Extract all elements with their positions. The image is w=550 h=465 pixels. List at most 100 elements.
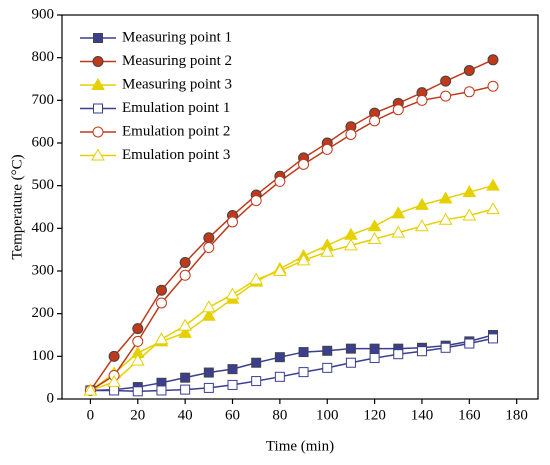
legend-label: Measuring point 2 <box>122 53 232 69</box>
data-point <box>156 385 167 396</box>
data-point <box>107 374 121 387</box>
data-point <box>109 385 120 396</box>
data-point <box>391 206 406 219</box>
data-point <box>298 158 310 170</box>
data-point <box>440 342 451 353</box>
data-point <box>296 253 311 266</box>
data-point <box>487 54 499 66</box>
data-point <box>391 225 406 238</box>
data-point <box>274 352 285 363</box>
data-point <box>298 367 309 378</box>
legend-marker <box>93 103 103 114</box>
data-point <box>203 367 214 378</box>
data-point <box>487 80 499 92</box>
legend-label: Emulation point 1 <box>122 100 230 116</box>
plot-frame <box>61 14 539 400</box>
legend-label: Emulation point 2 <box>122 123 230 139</box>
x-tick-label: 160 <box>458 407 481 423</box>
legend-marker <box>91 148 105 161</box>
data-point <box>274 175 286 187</box>
y-tick-label: 400 <box>32 220 55 236</box>
data-point <box>132 323 144 335</box>
data-point <box>155 297 167 309</box>
data-point <box>345 128 357 140</box>
data-point <box>415 197 429 210</box>
data-point <box>345 343 356 354</box>
data-point <box>154 332 169 345</box>
legend-label: Measuring point 1 <box>122 29 232 45</box>
legend-marker <box>93 33 103 43</box>
data-point <box>203 232 215 244</box>
x-tick-label: 20 <box>130 407 145 423</box>
data-point <box>488 333 499 344</box>
series-line <box>89 184 494 392</box>
data-point <box>322 362 333 373</box>
data-point <box>203 242 215 254</box>
data-point <box>251 376 262 387</box>
data-point <box>201 308 216 321</box>
legend-label: Measuring point 3 <box>122 76 232 92</box>
data-point <box>369 343 380 354</box>
data-point <box>440 75 452 87</box>
data-point <box>180 372 191 383</box>
y-tick-label: 800 <box>32 49 55 65</box>
x-tick-label: 100 <box>316 407 339 423</box>
x-tick-label: 0 <box>87 407 95 423</box>
data-point <box>393 349 404 360</box>
data-point <box>322 345 333 356</box>
data-point <box>392 104 404 116</box>
data-point <box>463 64 475 76</box>
data-point <box>463 86 475 98</box>
data-point <box>178 325 193 338</box>
data-point <box>227 216 239 228</box>
y-tick-label: 100 <box>32 348 55 364</box>
data-point <box>367 219 382 232</box>
y-tick-label: 500 <box>32 177 55 193</box>
data-point <box>225 287 240 300</box>
data-point <box>108 350 120 362</box>
data-point <box>249 272 264 285</box>
data-point <box>438 191 453 204</box>
legend-marker <box>92 56 104 67</box>
data-point <box>416 94 428 106</box>
data-point <box>486 178 500 191</box>
data-point <box>369 353 380 364</box>
data-point <box>367 231 382 244</box>
data-point <box>438 212 453 225</box>
data-point <box>415 219 429 232</box>
data-point <box>273 263 287 276</box>
data-point <box>83 383 98 396</box>
data-point <box>321 143 333 155</box>
data-point <box>462 208 477 221</box>
data-point <box>180 384 191 395</box>
data-point <box>440 90 452 102</box>
y-tick-label: 0 <box>47 390 55 406</box>
data-point <box>201 300 216 313</box>
data-point <box>344 238 358 251</box>
series-line <box>90 208 494 392</box>
data-point <box>462 185 477 198</box>
data-point <box>250 195 262 207</box>
y-tick-label: 300 <box>32 262 55 278</box>
x-tick-label: 60 <box>225 407 240 423</box>
data-point <box>298 347 309 358</box>
data-point <box>132 335 144 347</box>
x-tick-label: 180 <box>505 407 528 423</box>
data-point <box>320 244 335 257</box>
legend-label: Emulation point 3 <box>122 147 230 163</box>
y-tick-label: 200 <box>32 305 55 321</box>
data-point <box>203 382 214 393</box>
x-tick-label: 80 <box>272 407 287 423</box>
legend-marker <box>92 126 104 138</box>
data-point <box>132 386 143 397</box>
y-tick-label: 900 <box>32 6 55 22</box>
data-point <box>178 318 193 331</box>
y-tick-label: 700 <box>32 92 55 108</box>
data-point <box>274 371 285 382</box>
data-point <box>486 202 500 215</box>
data-point <box>179 269 191 281</box>
legend-marker <box>91 77 105 90</box>
data-point <box>155 284 167 296</box>
series-line <box>90 334 494 392</box>
y-axis-label: Temperature (°C) <box>9 154 25 259</box>
